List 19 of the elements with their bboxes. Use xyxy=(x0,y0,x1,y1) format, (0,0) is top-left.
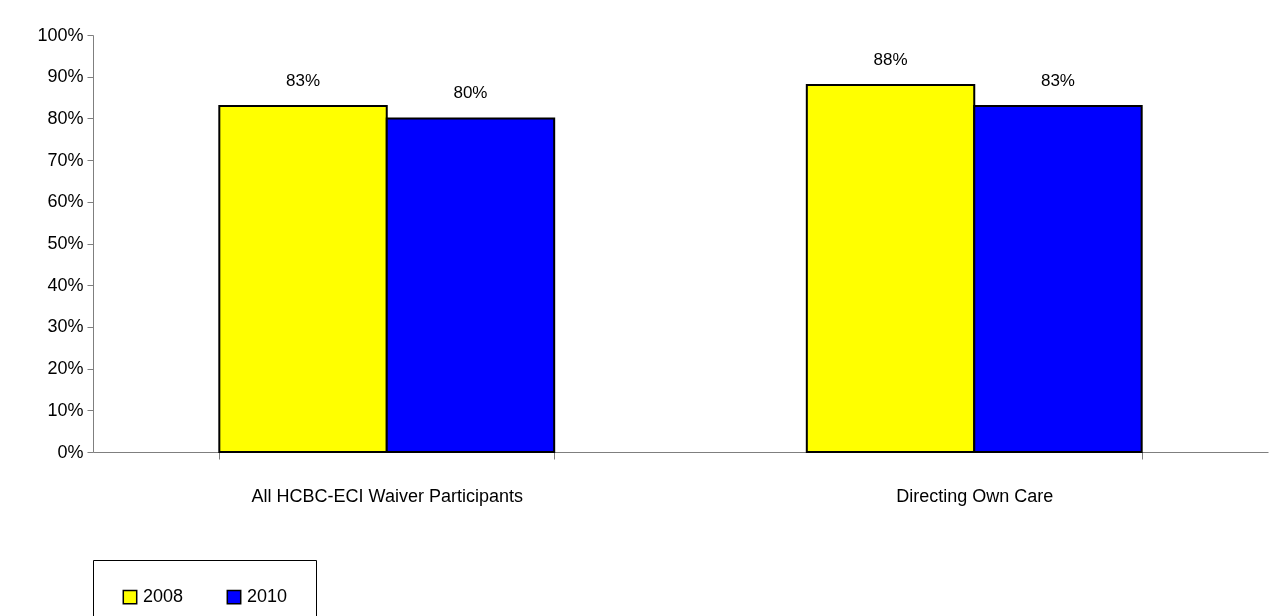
y-tick-label: 30% xyxy=(47,316,84,337)
legend-label: 2008 xyxy=(143,586,184,607)
y-tick-label: 40% xyxy=(47,274,84,295)
y-tick-label: 90% xyxy=(47,66,84,87)
y-tick-label: 50% xyxy=(47,233,84,253)
y-tick-label: 70% xyxy=(47,149,84,170)
y-tick-label: 20% xyxy=(47,358,84,379)
data-label: 83% xyxy=(1040,70,1075,90)
x-tick-label: Directing Own Care xyxy=(896,485,1054,506)
y-tick-label: 60% xyxy=(47,191,84,212)
data-label: 88% xyxy=(873,50,908,70)
x-tick-label: All HCBC-ECI Waiver Participants xyxy=(251,485,523,506)
y-tick-label: 100% xyxy=(37,24,84,45)
data-label: 80% xyxy=(453,83,488,103)
data-label: 83% xyxy=(286,70,321,90)
y-tick-label: 0% xyxy=(57,441,84,462)
legend-label: 2010 xyxy=(247,586,288,607)
y-tick-label: 80% xyxy=(47,107,84,128)
y-tick-label: 10% xyxy=(47,399,84,420)
